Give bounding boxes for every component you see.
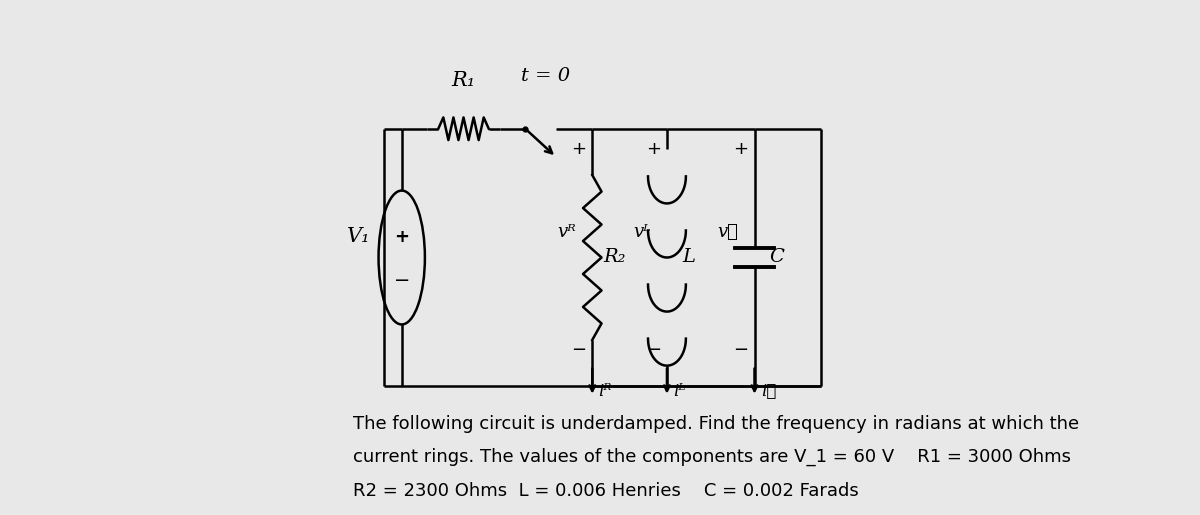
Text: C: C [769, 249, 784, 266]
Text: R₁: R₁ [451, 71, 475, 90]
Text: R2 = 2300 Ohms  L = 0.006 Henries    C = 0.002 Farads: R2 = 2300 Ohms L = 0.006 Henries C = 0.0… [353, 482, 858, 500]
Text: V₁: V₁ [347, 228, 371, 246]
Text: −: − [571, 341, 586, 359]
Text: iᴸ: iᴸ [673, 383, 685, 400]
Text: L: L [683, 249, 696, 266]
Text: current rings. The values of the components are V_1 = 60 V    R1 = 3000 Ohms: current rings. The values of the compone… [353, 448, 1070, 466]
Text: +: + [571, 141, 586, 158]
Text: −: − [394, 271, 410, 290]
Text: iᲜ: iᲜ [761, 383, 776, 400]
Text: vᴸ: vᴸ [632, 223, 650, 241]
Text: vᲜ: vᲜ [718, 223, 738, 241]
Text: −: − [646, 341, 661, 359]
Text: R₂: R₂ [604, 249, 626, 266]
Text: The following circuit is underdamped. Find the frequency in radians at which the: The following circuit is underdamped. Fi… [353, 415, 1079, 433]
Text: +: + [733, 141, 749, 158]
Text: +: + [395, 228, 409, 246]
Text: −: − [733, 341, 749, 359]
Text: iᴿ: iᴿ [599, 383, 612, 400]
Text: +: + [646, 141, 661, 158]
Text: t = 0: t = 0 [521, 67, 570, 85]
Text: vᴿ: vᴿ [557, 223, 576, 241]
